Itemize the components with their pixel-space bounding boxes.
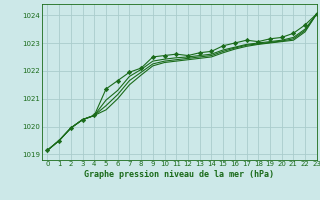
X-axis label: Graphe pression niveau de la mer (hPa): Graphe pression niveau de la mer (hPa): [84, 170, 274, 179]
